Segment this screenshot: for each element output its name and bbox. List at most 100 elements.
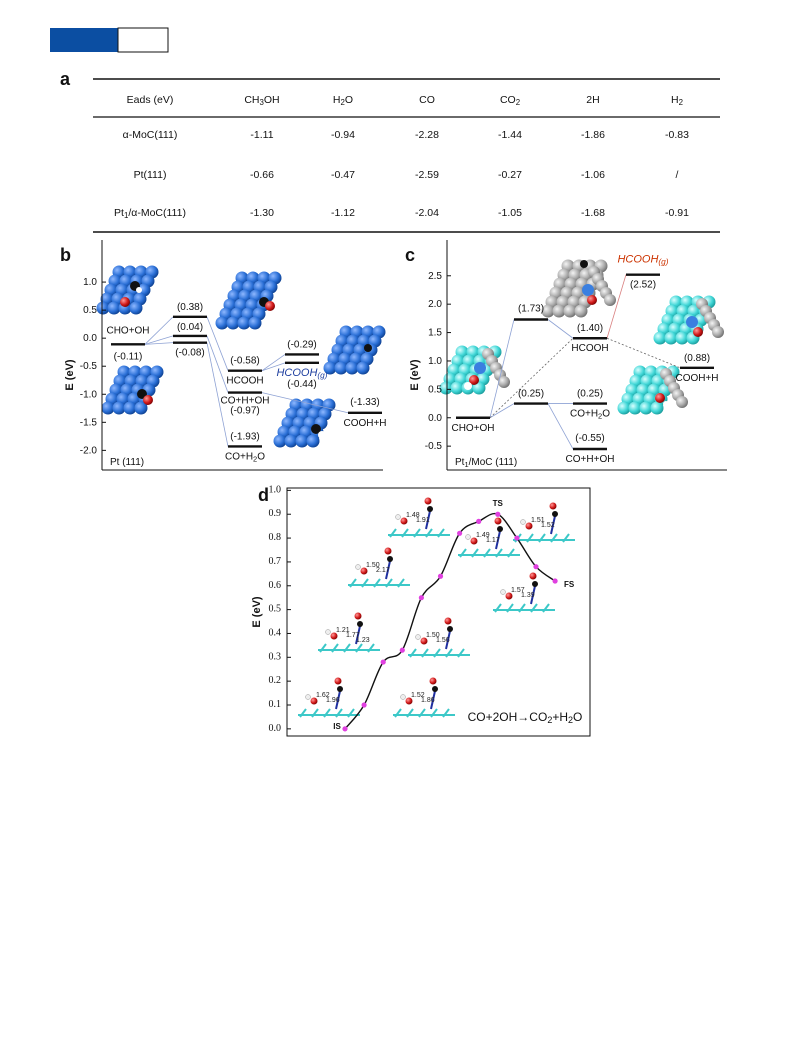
atom bbox=[617, 401, 631, 415]
bond-length: 1.57 bbox=[511, 587, 525, 594]
row-header: Pt(111) bbox=[134, 169, 167, 181]
atom bbox=[107, 301, 121, 315]
pathway-link bbox=[547, 319, 574, 339]
data-point bbox=[495, 511, 501, 517]
atom bbox=[356, 361, 370, 375]
atom bbox=[318, 431, 326, 439]
atom bbox=[497, 526, 503, 532]
atom bbox=[712, 326, 724, 338]
table-header: CO2 bbox=[500, 94, 520, 107]
table-cell: / bbox=[676, 169, 679, 181]
atom bbox=[295, 434, 309, 448]
structure-image: 1.502.17 bbox=[348, 547, 410, 588]
atom bbox=[444, 617, 452, 625]
level-name: CHO+OH bbox=[451, 422, 494, 433]
y-tick-label: -1.0 bbox=[80, 389, 98, 400]
y-tick-label: -0.5 bbox=[425, 441, 443, 452]
structure-image bbox=[273, 398, 336, 448]
structure-image bbox=[323, 325, 386, 375]
table-header: CO bbox=[419, 94, 435, 106]
atom bbox=[450, 381, 464, 395]
atom bbox=[360, 567, 368, 575]
plot-frame bbox=[286, 487, 591, 737]
energy-profile bbox=[344, 512, 556, 730]
structure-image bbox=[541, 259, 608, 318]
data-point bbox=[552, 578, 558, 584]
level-name: CO+H2O bbox=[225, 451, 265, 463]
value-label: (-0.44) bbox=[287, 378, 316, 389]
table-cell: -1.30 bbox=[250, 207, 274, 219]
table-cell: -1.86 bbox=[581, 129, 605, 141]
bond-length: 1.52 bbox=[541, 522, 555, 529]
value-label: (-0.55) bbox=[575, 433, 604, 444]
mol-bond bbox=[445, 630, 451, 650]
table-cell: -0.91 bbox=[665, 207, 689, 219]
bond-length: 2.17 bbox=[376, 567, 390, 574]
panel-label: d bbox=[258, 485, 269, 505]
atom bbox=[552, 304, 566, 318]
atom bbox=[549, 502, 557, 510]
value-label: (1.73) bbox=[518, 303, 544, 314]
bond-length: 1.51 bbox=[531, 517, 545, 524]
pathway-link bbox=[606, 337, 681, 369]
state-label: IS bbox=[333, 722, 341, 731]
y-tick-label: 1.0 bbox=[269, 485, 282, 496]
level-name: CO+H+OH bbox=[566, 454, 615, 465]
atom bbox=[237, 316, 251, 330]
pathway-link bbox=[606, 274, 627, 339]
data-point bbox=[514, 535, 520, 541]
atom bbox=[129, 301, 143, 315]
y-tick-label: 0.9 bbox=[269, 509, 282, 520]
bond-length: 1.21 bbox=[336, 627, 350, 634]
atom bbox=[655, 393, 665, 403]
mol-bond bbox=[425, 510, 431, 530]
atom bbox=[500, 589, 506, 595]
y-tick-label: -0.5 bbox=[80, 361, 98, 372]
data-point bbox=[380, 659, 386, 665]
atom bbox=[663, 401, 669, 407]
row-header: α-MoC(111) bbox=[123, 129, 178, 141]
atom bbox=[357, 621, 363, 627]
atom bbox=[306, 434, 320, 448]
atom bbox=[112, 401, 126, 415]
structure-image: 1.501.56 bbox=[408, 617, 470, 658]
atom bbox=[420, 637, 428, 645]
state-label: FS bbox=[564, 580, 575, 589]
bond-length: 1.77 bbox=[346, 632, 360, 639]
mol-bond bbox=[335, 690, 341, 710]
level-name: HCOOH bbox=[571, 343, 608, 354]
atom bbox=[355, 564, 361, 570]
atom bbox=[469, 375, 479, 385]
pathway-link bbox=[206, 342, 229, 447]
y-tick-label: 0.3 bbox=[269, 652, 282, 663]
bond-length: 1.48 bbox=[406, 512, 420, 519]
pathway-link bbox=[547, 403, 574, 450]
atom bbox=[532, 581, 538, 587]
atom bbox=[525, 522, 533, 530]
bond-length: 1.50 bbox=[426, 632, 440, 639]
bond-length: 1.91 bbox=[416, 517, 430, 524]
atom bbox=[472, 381, 486, 395]
state-label: TS bbox=[493, 499, 504, 508]
atom bbox=[305, 694, 311, 700]
level-name: HCOOH(g) bbox=[276, 367, 327, 380]
structure-image: 1.521.86 bbox=[393, 677, 455, 718]
atom bbox=[364, 344, 372, 352]
y-tick-label: 2.5 bbox=[428, 270, 442, 281]
level-name: COOH+H bbox=[675, 372, 718, 383]
y-tick-label: 0.0 bbox=[83, 333, 97, 344]
panel-label: a bbox=[60, 69, 71, 89]
atom bbox=[474, 362, 486, 374]
mol-bond bbox=[550, 515, 556, 535]
value-label: (0.25) bbox=[518, 388, 544, 399]
header-box bbox=[117, 27, 169, 53]
value-label: (-0.11) bbox=[114, 351, 143, 362]
atom bbox=[96, 301, 110, 315]
y-tick-label: -2.0 bbox=[80, 445, 98, 456]
atom bbox=[439, 381, 453, 395]
pathway-link bbox=[489, 403, 515, 419]
level-name: CHO+OH bbox=[106, 325, 149, 336]
value-label: (-0.08) bbox=[175, 347, 204, 358]
